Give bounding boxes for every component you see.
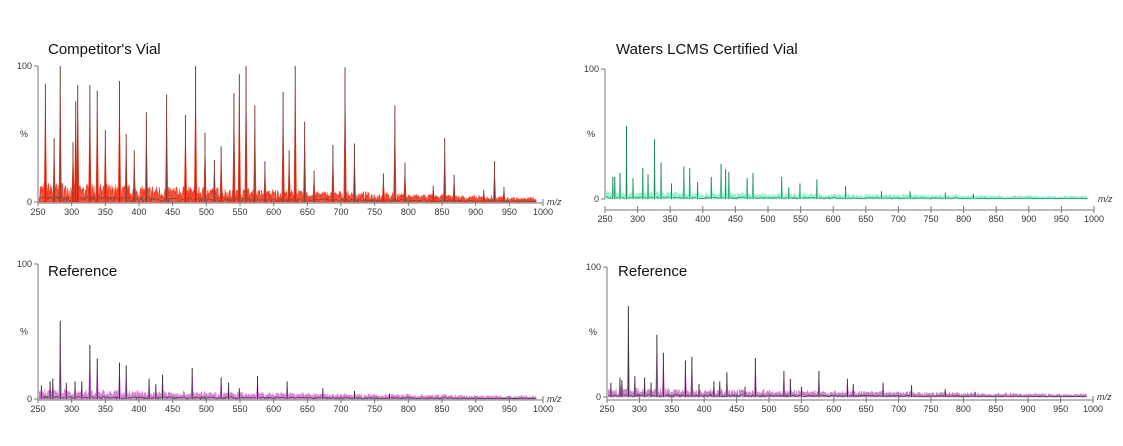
x-tick-label: 700 <box>333 207 348 217</box>
panel-title: Reference <box>618 263 687 280</box>
x-tick-label: 550 <box>232 404 247 414</box>
x-tick-label: 1000 <box>1084 214 1104 224</box>
x-tick-label: 500 <box>760 214 775 224</box>
panel-title: Reference <box>48 263 117 280</box>
y-tick-label: 100 <box>584 64 599 74</box>
x-tick-label: 350 <box>663 214 678 224</box>
panel-title: Competitor's Vial <box>48 41 161 58</box>
y-axis-label: % <box>20 327 28 337</box>
x-tick-label: 350 <box>98 207 113 217</box>
x-tick-label: 450 <box>729 404 744 414</box>
x-tick-label: 600 <box>266 404 281 414</box>
x-tick-label: 850 <box>989 214 1004 224</box>
x-tick-label: 750 <box>367 207 382 217</box>
x-tick-label: 800 <box>401 404 416 414</box>
x-tick-label: 650 <box>300 404 315 414</box>
y-axis-label: % <box>589 327 597 337</box>
x-tick-label: 1000 <box>1083 404 1103 414</box>
y-tick-label: 0 <box>596 392 601 402</box>
x-tick-label: 900 <box>468 207 483 217</box>
x-tick-label: 400 <box>131 207 146 217</box>
x-tick-label: 750 <box>923 214 938 224</box>
x-tick-label: 800 <box>956 404 971 414</box>
x-tick-label: 750 <box>923 404 938 414</box>
x-tick-label: 250 <box>30 207 45 217</box>
x-tick-label: 800 <box>401 207 416 217</box>
x-tick-label: 250 <box>597 214 612 224</box>
x-tick-label: 450 <box>165 207 180 217</box>
x-tick-label: 400 <box>695 214 710 224</box>
x-tick-label: 900 <box>468 404 483 414</box>
x-tick-label: 950 <box>502 207 517 217</box>
x-tick-label: 700 <box>891 404 906 414</box>
x-tick-label: 650 <box>858 214 873 224</box>
x-tick-label: 250 <box>30 404 45 414</box>
y-axis-label: % <box>20 129 28 139</box>
panel-title: Waters LCMS Certified Vial <box>616 41 798 58</box>
x-tick-label: 650 <box>859 404 874 414</box>
x-tick-label: 950 <box>1053 404 1068 414</box>
y-tick-label: 0 <box>27 197 32 207</box>
x-tick-label: 250 <box>599 404 614 414</box>
x-axis-label: m/z <box>1097 392 1112 402</box>
x-tick-label: 650 <box>300 207 315 217</box>
x-tick-label: 850 <box>434 207 449 217</box>
x-tick-label: 350 <box>664 404 679 414</box>
x-tick-label: 400 <box>131 404 146 414</box>
x-tick-label: 800 <box>956 214 971 224</box>
x-tick-label: 850 <box>988 404 1003 414</box>
x-axis-label: m/z <box>547 394 562 404</box>
y-tick-label: 0 <box>27 394 32 404</box>
x-tick-label: 300 <box>64 207 79 217</box>
y-axis-label: % <box>587 129 595 139</box>
x-axis-label: m/z <box>1098 194 1113 204</box>
x-tick-label: 550 <box>794 404 809 414</box>
x-tick-label: 900 <box>1021 214 1036 224</box>
x-tick-label: 300 <box>632 404 647 414</box>
x-tick-label: 900 <box>1021 404 1036 414</box>
x-tick-label: 350 <box>98 404 113 414</box>
x-tick-label: 500 <box>761 404 776 414</box>
x-tick-label: 600 <box>266 207 281 217</box>
x-tick-label: 400 <box>697 404 712 414</box>
x-tick-label: 700 <box>333 404 348 414</box>
x-tick-label: 750 <box>367 404 382 414</box>
y-tick-label: 100 <box>17 259 32 269</box>
x-tick-label: 550 <box>793 214 808 224</box>
x-tick-label: 600 <box>826 214 841 224</box>
y-tick-label: 100 <box>586 262 601 272</box>
x-tick-label: 700 <box>891 214 906 224</box>
y-tick-label: 0 <box>594 194 599 204</box>
x-tick-label: 300 <box>630 214 645 224</box>
x-tick-label: 1000 <box>533 207 553 217</box>
x-tick-label: 300 <box>64 404 79 414</box>
x-tick-label: 450 <box>728 214 743 224</box>
x-tick-label: 600 <box>826 404 841 414</box>
x-tick-label: 1000 <box>533 404 553 414</box>
x-tick-label: 500 <box>199 404 214 414</box>
x-tick-label: 450 <box>165 404 180 414</box>
x-tick-label: 550 <box>232 207 247 217</box>
x-axis-label: m/z <box>547 197 562 207</box>
x-tick-label: 950 <box>502 404 517 414</box>
x-tick-label: 850 <box>434 404 449 414</box>
x-tick-label: 950 <box>1054 214 1069 224</box>
x-tick-label: 500 <box>199 207 214 217</box>
y-tick-label: 100 <box>17 61 32 71</box>
